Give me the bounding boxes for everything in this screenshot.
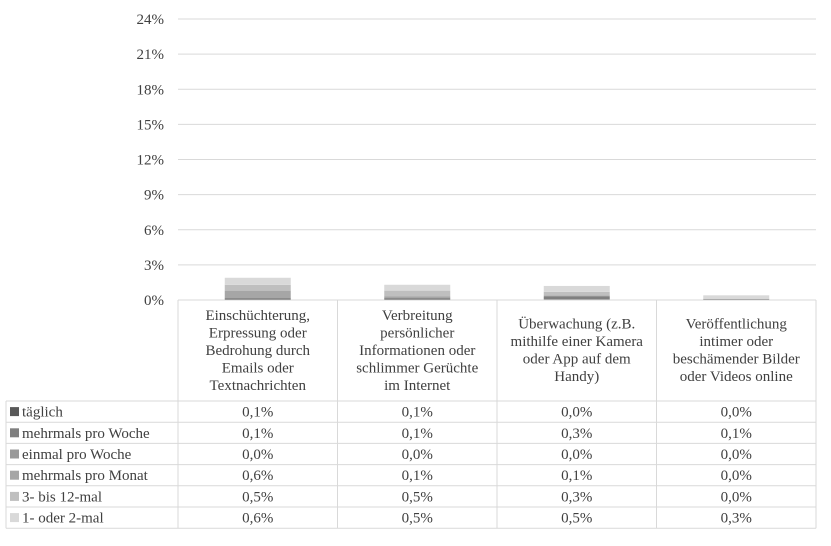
series-label: mehrmals pro Woche [22, 426, 150, 442]
data-label: 0,1% [721, 426, 752, 442]
series-label: mehrmals pro Monat [22, 468, 149, 484]
series-label: 1- oder 2-mal [22, 511, 104, 527]
bar-segment [543, 285, 610, 292]
y-tick-label: 18% [137, 82, 165, 98]
y-tick-label: 9% [144, 188, 164, 204]
bar-segment [224, 284, 291, 291]
y-tick-label: 21% [137, 47, 165, 63]
data-label: 0,3% [721, 511, 752, 527]
series-label: einmal pro Woche [22, 447, 132, 463]
y-tick-label: 24% [137, 12, 165, 28]
data-label: 0,1% [242, 405, 273, 421]
legend-key [10, 470, 19, 480]
bar-segment [703, 295, 770, 299]
category-label: Veröffentlichung intimer oder beschämender… [673, 317, 800, 386]
y-tick-label: 0% [144, 293, 164, 309]
data-label: 0,0% [242, 447, 273, 463]
data-label: 0,0% [721, 468, 752, 484]
series-label: 3- bis 12-mal [22, 489, 102, 505]
data-label: 0,3% [561, 489, 592, 505]
data-label: 0,1% [402, 426, 433, 442]
bar-segment [384, 290, 451, 297]
bar-segment [224, 277, 291, 285]
bar-segment [224, 290, 291, 298]
data-label: 0,0% [721, 447, 752, 463]
series-label: täglich [22, 405, 63, 421]
data-label: 0,0% [721, 405, 752, 421]
category-label: Verbreitung persönlicher Informationen ode… [356, 308, 478, 394]
bar-segment [543, 291, 610, 296]
data-label: 0,0% [402, 447, 433, 463]
legend-key [10, 407, 19, 417]
data-label: 0,0% [561, 447, 592, 463]
legend-key [10, 491, 19, 501]
data-label: 0,5% [242, 489, 273, 505]
bar-segment [224, 297, 291, 299]
bar-segment [224, 298, 291, 300]
data-label: 0,1% [402, 468, 433, 484]
data-label: 0,6% [242, 468, 273, 484]
bar-segment [384, 284, 451, 291]
bar-segment [703, 298, 770, 300]
legend-key [10, 513, 19, 523]
data-label: 0,0% [721, 489, 752, 505]
data-label: 0,5% [402, 489, 433, 505]
y-tick-label: 6% [144, 223, 164, 239]
y-tick-label: 15% [137, 117, 165, 133]
y-tick-label: 3% [144, 258, 164, 274]
data-label: 0,0% [561, 405, 592, 421]
bar-segment [384, 298, 451, 300]
data-label: 0,6% [242, 511, 273, 527]
category-label: Überwachung (z.B. mithilfe einer Kamera od… [511, 316, 644, 386]
data-label: 0,5% [561, 511, 592, 527]
y-tick-label: 12% [137, 153, 165, 169]
bar-segment [384, 297, 451, 299]
data-label: 0,1% [561, 468, 592, 484]
data-label: 0,3% [561, 426, 592, 442]
category-label: Einschüchterung, Erpressung oder Bedrohung… [205, 308, 310, 394]
data-label: 0,5% [402, 511, 433, 527]
bar-segment [543, 296, 610, 300]
data-label: 0,1% [402, 405, 433, 421]
bar-segment [384, 296, 451, 298]
bar-segment [543, 295, 610, 297]
legend-key [10, 449, 19, 459]
legend-key [10, 428, 19, 438]
data-label: 0,1% [242, 426, 273, 442]
